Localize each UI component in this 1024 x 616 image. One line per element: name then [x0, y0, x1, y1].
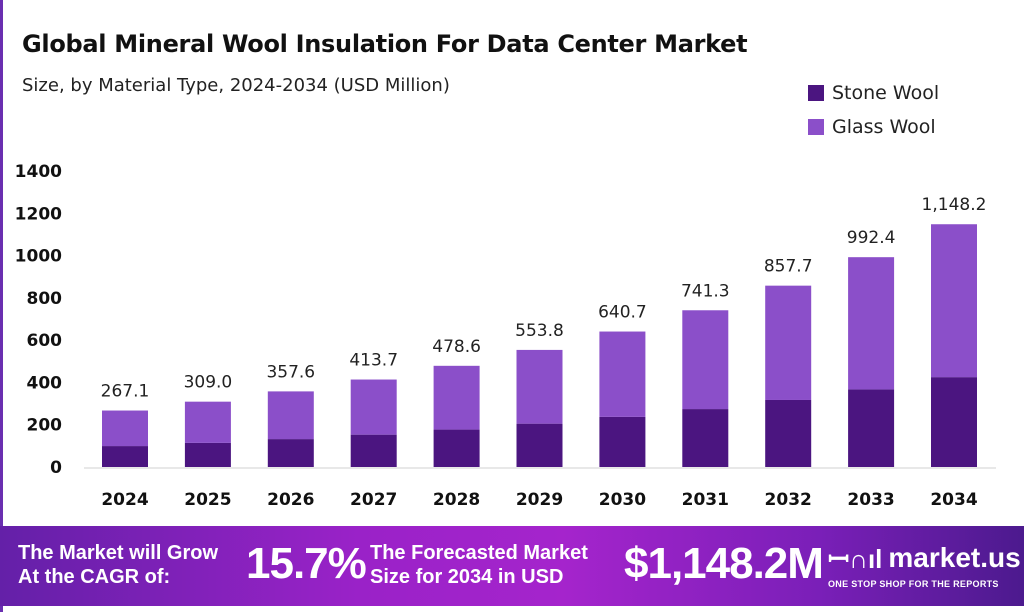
x-tick-label: 2029 — [516, 490, 563, 510]
x-tick-label: 2034 — [930, 490, 977, 510]
bar-stone-wool — [184, 442, 231, 467]
data-label: 1,148.2 — [922, 195, 987, 215]
cagr-value: 15.7% — [246, 539, 367, 588]
forecast-label: The Forecasted Market Size for 2034 in U… — [370, 541, 588, 589]
x-tick-label: 2032 — [765, 490, 812, 510]
bar-stone-wool — [599, 416, 646, 467]
cagr-label: The Market will Grow At the CAGR of: — [18, 541, 218, 589]
bar-stone-wool — [931, 377, 977, 467]
y-tick-label: 600 — [27, 331, 63, 351]
bar-stone-wool — [682, 409, 729, 467]
bar-glass-wool — [848, 257, 895, 390]
data-label: 267.1 — [101, 382, 150, 402]
data-label: 741.3 — [681, 281, 730, 301]
bar-stone-wool — [102, 446, 148, 467]
bar-chart: 0 200 400 600 800 1000 1200 1400 267.1 2024 309.0 2… — [15, 162, 996, 510]
data-label: 992.4 — [847, 228, 896, 248]
forecast-label-line1: The Forecasted Market — [370, 542, 588, 564]
brand-tagline: ONE STOP SHOP FOR THE REPORTS — [828, 579, 999, 589]
bar-stone-wool — [350, 434, 397, 467]
x-tick-label: 2031 — [682, 490, 729, 510]
y-tick-label: 200 — [27, 416, 63, 436]
legend: Stone Wool Glass Wool — [808, 76, 939, 144]
bar-stone-wool — [765, 399, 812, 467]
cagr-label-line2: At the CAGR of: — [18, 566, 171, 588]
brand-logo-row: ꟷ∩ıl market.us — [828, 540, 1021, 576]
bar-glass-wool — [682, 310, 729, 410]
bar-glass-wool — [267, 391, 314, 440]
bar-glass-wool — [931, 224, 977, 378]
brand-name: market.us — [888, 542, 1021, 573]
x-tick-label: 2025 — [184, 490, 231, 510]
x-tick-label: 2030 — [599, 490, 646, 510]
x-tick-label: 2026 — [267, 490, 314, 510]
data-label: 553.8 — [515, 321, 564, 341]
bar-stone-wool — [267, 439, 314, 467]
bar-glass-wool — [184, 401, 231, 443]
data-label: 413.7 — [349, 351, 398, 371]
x-tick-label: 2028 — [433, 490, 480, 510]
bar-glass-wool — [102, 410, 148, 447]
bar-glass-wool — [765, 285, 812, 400]
data-label: 640.7 — [598, 303, 647, 323]
legend-label: Stone Wool — [832, 82, 940, 104]
legend-item-glass-wool: Glass Wool — [808, 110, 939, 144]
data-label: 478.6 — [432, 337, 481, 357]
legend-label: Glass Wool — [832, 116, 936, 138]
bar-glass-wool — [599, 331, 646, 417]
data-label: 857.7 — [764, 257, 813, 277]
chart-title: Global Mineral Wool Insulation For Data … — [22, 30, 748, 58]
y-tick-label: 1400 — [15, 162, 62, 182]
y-tick-label: 1200 — [15, 204, 62, 224]
forecast-label-line2: Size for 2034 in USD — [370, 566, 564, 588]
y-tick-label: 800 — [27, 289, 63, 309]
x-tick-label: 2027 — [350, 490, 397, 510]
x-tick-label: 2033 — [847, 490, 894, 510]
bar-stone-wool — [516, 423, 563, 467]
legend-item-stone-wool: Stone Wool — [808, 76, 939, 110]
chart-subtitle: Size, by Material Type, 2024-2034 (USD M… — [22, 75, 450, 96]
x-tick-label: 2024 — [101, 490, 148, 510]
data-label: 309.0 — [184, 373, 233, 393]
brand-logo: ꟷ∩ıl market.us ONE STOP SHOP FOR THE REP… — [828, 540, 1021, 590]
bar-stone-wool — [848, 389, 895, 467]
y-tick-label: 1000 — [15, 247, 62, 267]
bar-stone-wool — [433, 429, 480, 467]
y-tick-label: 0 — [50, 458, 62, 478]
summary-banner: The Market will Grow At the CAGR of: 15.… — [0, 526, 1024, 606]
cagr-label-line1: The Market will Grow — [18, 542, 219, 564]
bar-glass-wool — [516, 349, 563, 424]
market-us-logo-icon: ꟷ∩ıl — [828, 544, 883, 574]
y-tick-label: 400 — [27, 373, 63, 393]
legend-swatch-stone-wool — [808, 85, 824, 101]
data-label: 357.6 — [266, 362, 315, 382]
legend-swatch-glass-wool — [808, 119, 824, 135]
bar-glass-wool — [350, 379, 397, 435]
bar-glass-wool — [433, 365, 480, 430]
forecast-value: $1,148.2M — [624, 539, 824, 588]
